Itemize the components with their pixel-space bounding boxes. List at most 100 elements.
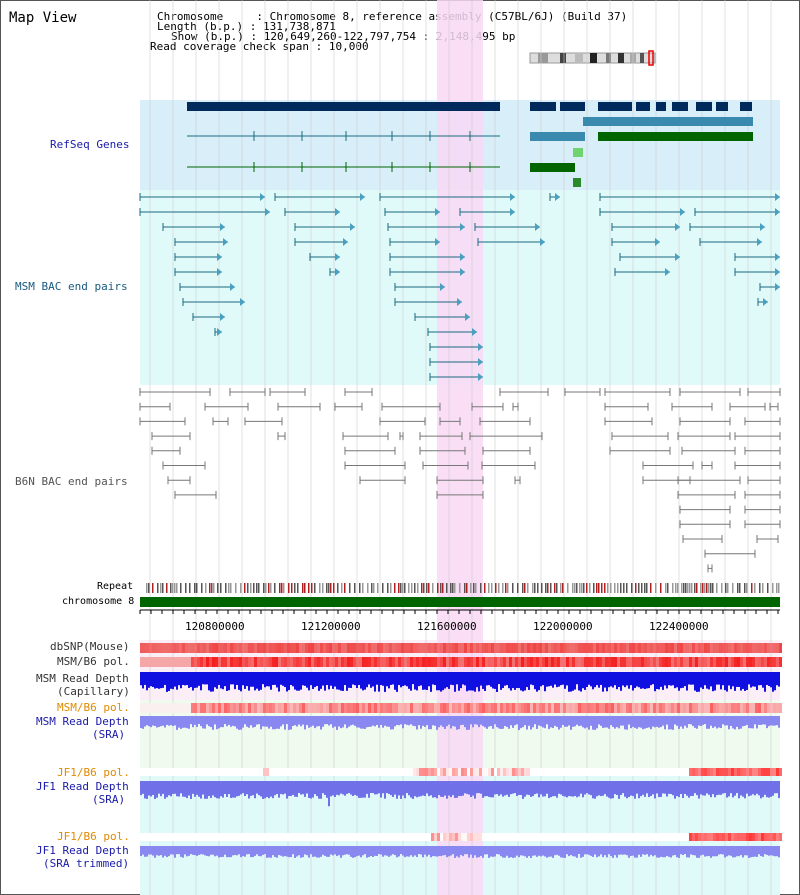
heat-cell <box>683 703 686 713</box>
heat-cell <box>398 833 401 841</box>
heat-cell <box>290 703 293 713</box>
depth-bar <box>606 846 608 858</box>
depth-bar <box>254 781 256 799</box>
depth-bar <box>244 716 246 725</box>
depth-bar <box>634 846 636 858</box>
heat-cell <box>542 643 545 653</box>
depth-bar <box>282 672 284 686</box>
heat-cell <box>197 833 200 841</box>
highlight-region[interactable] <box>437 0 483 895</box>
depth-bar <box>424 781 426 797</box>
heat-cell <box>557 703 560 713</box>
depth-bar <box>500 672 502 690</box>
heat-cell <box>470 703 473 713</box>
heat-cell <box>746 833 749 841</box>
heat-cell <box>767 703 770 713</box>
heat-cell <box>377 703 380 713</box>
depth-bar <box>404 716 406 725</box>
heat-cell <box>539 703 542 713</box>
depth-bar <box>468 781 470 795</box>
depth-bar <box>464 716 466 728</box>
heat-cell <box>668 703 671 713</box>
heat-cell <box>272 643 275 653</box>
depth-bar <box>162 716 164 726</box>
depth-bar <box>682 716 684 729</box>
heat-cell <box>743 657 746 667</box>
heat-cell <box>665 768 668 776</box>
heat-cell <box>560 657 563 667</box>
depth-bar <box>228 781 230 795</box>
heat-cell <box>266 833 269 841</box>
heat-cell <box>656 703 659 713</box>
heat-cell <box>179 657 182 667</box>
repeat-mark <box>660 583 662 593</box>
depth-bar <box>164 781 166 799</box>
b6n-bac-pairs[interactable] <box>139 388 781 573</box>
heat-cell <box>419 703 422 713</box>
repeat-mark <box>776 583 778 593</box>
depth-bar <box>532 716 534 728</box>
heat-cell <box>608 833 611 841</box>
heat-cell <box>161 768 164 776</box>
heat-cell <box>506 833 509 841</box>
depth-bar <box>348 846 350 855</box>
heat-cell <box>272 657 275 667</box>
refseq-genes[interactable] <box>187 102 753 187</box>
heat-cell <box>428 643 431 653</box>
depth-bar <box>432 781 434 798</box>
depth-bar <box>558 846 560 856</box>
depth-bar <box>552 716 554 729</box>
depth-bar <box>692 716 694 727</box>
repeat-mark <box>464 583 466 593</box>
depth-bar <box>458 846 460 858</box>
depth-bar <box>612 781 614 799</box>
bac-arrow <box>680 208 685 216</box>
depth-bar <box>194 716 196 725</box>
depth-bar <box>394 846 396 856</box>
track-label-msm-b6-pol-2: MSM/B6 pol. <box>57 701 130 714</box>
depth-bar <box>546 716 548 725</box>
repeat-mark <box>646 583 648 593</box>
depth-bar <box>266 716 268 727</box>
heat-cell <box>317 643 320 653</box>
depth-bar <box>150 672 152 687</box>
depth-bar <box>394 672 396 690</box>
bac-arrow <box>763 298 768 306</box>
heat-cell <box>311 643 314 653</box>
depth-bar <box>732 716 734 729</box>
depth-bar <box>218 846 220 858</box>
heat-cell <box>281 643 284 653</box>
depth-bar <box>744 672 746 691</box>
depth-bar <box>356 672 358 688</box>
chromosome-bar[interactable] <box>140 597 780 607</box>
depth-bar <box>230 781 232 798</box>
depth-bar <box>392 672 394 685</box>
heat-cell <box>248 703 251 713</box>
show-label: Show (b.p.) <box>171 30 244 43</box>
heat-cell <box>377 657 380 667</box>
heat-cell <box>422 768 425 776</box>
heat-cell <box>260 657 263 667</box>
depth-bar <box>526 781 528 795</box>
heat-cell <box>755 643 758 653</box>
depth-bar <box>760 716 762 725</box>
depth-bar <box>176 672 178 690</box>
heat-cell <box>410 703 413 713</box>
depth-bar <box>588 781 590 795</box>
depth-bar <box>588 716 590 730</box>
depth-bar <box>308 781 310 798</box>
msm-bac-pairs[interactable] <box>139 193 780 381</box>
depth-bar <box>614 672 616 686</box>
position-axis: 120800000 121200000 121600000 122000000 1224… <box>139 609 780 633</box>
heat-cell <box>509 768 512 776</box>
depth-bar <box>602 781 604 796</box>
heat-cell <box>464 703 467 713</box>
depth-bar <box>280 672 282 685</box>
heat-cell <box>686 768 689 776</box>
depth-bar <box>560 781 562 795</box>
depth-bar <box>666 846 668 857</box>
depth-bar <box>358 672 360 685</box>
depth-bar <box>390 716 392 730</box>
heat-cell <box>593 833 596 841</box>
